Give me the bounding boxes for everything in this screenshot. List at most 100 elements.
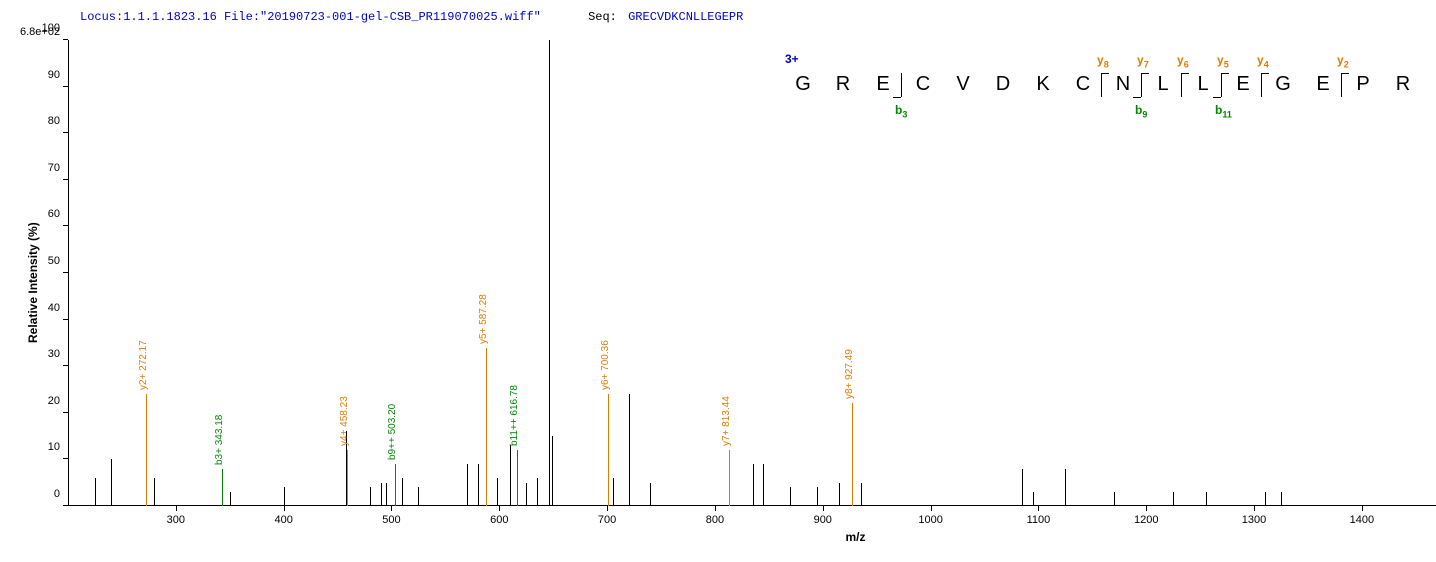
residue-letter: N: [1105, 73, 1145, 96]
x-tick: [823, 506, 824, 511]
y-ion-mark: [1261, 73, 1262, 97]
y-tick-label: 80: [38, 115, 60, 127]
x-tick-label: 1400: [1350, 514, 1374, 526]
y-tick: [63, 365, 68, 366]
spectrum-peak: [222, 469, 223, 506]
peak-label: y4+ 458.23: [339, 396, 350, 446]
b-ion-tick: [1133, 97, 1141, 98]
spectrum-peak: [467, 464, 468, 506]
y-ion-label: y6: [1177, 53, 1189, 69]
x-tick: [1254, 506, 1255, 511]
x-tick: [499, 506, 500, 511]
spectrum-peak: [729, 450, 730, 506]
residue-letter: E: [865, 73, 905, 96]
x-tick-label: 1000: [918, 514, 942, 526]
x-tick: [1038, 506, 1039, 511]
x-tick-label: 700: [598, 514, 616, 526]
spectrum-peak: [549, 40, 550, 506]
spectrum-peak: [517, 450, 518, 506]
spectrum-peak: [497, 478, 498, 506]
y-tick: [63, 132, 68, 133]
b-ion-label: b3: [895, 103, 907, 119]
spectrum-peak: [347, 450, 348, 506]
spectrum-peak: [478, 464, 479, 506]
spectrum-peak: [852, 403, 853, 506]
y-ion-label: y4: [1257, 53, 1269, 69]
residue-letter: G: [1265, 73, 1305, 96]
spectrum-peak: [386, 483, 387, 506]
peak-label: y5+ 587.28: [478, 294, 489, 344]
spectrum-peak: [230, 492, 231, 506]
spectrum-peak: [629, 394, 630, 506]
x-tick-label: 1300: [1242, 514, 1266, 526]
spectrum-peak: [284, 487, 285, 506]
residue-letter: R: [825, 73, 865, 96]
residue-letter: G: [785, 73, 825, 96]
x-tick: [1146, 506, 1147, 511]
y-ion-tick: [1181, 73, 1189, 74]
charge-label: 3+: [785, 52, 799, 66]
peak-label: y7+ 813.44: [721, 396, 732, 446]
spectrum-peak: [650, 483, 651, 506]
x-tick-label: 400: [274, 514, 292, 526]
spectrum-peak: [537, 478, 538, 506]
spectrum-peak: [763, 464, 764, 506]
y-ion-label: y8: [1097, 53, 1109, 69]
y-ion-mark: [1221, 73, 1222, 97]
y-tick-label: 20: [38, 395, 60, 407]
x-tick-label: 900: [814, 514, 832, 526]
y-ion-tick: [1101, 73, 1109, 74]
y-ion-mark: [1181, 73, 1182, 97]
residue-letter: L: [1185, 73, 1225, 96]
b-ion-tick: [1213, 97, 1221, 98]
y-tick-label: 0: [38, 488, 60, 500]
y-tick-label: 70: [38, 162, 60, 174]
spectrum-peak: [526, 483, 527, 506]
spectrum-peak: [486, 348, 487, 506]
x-tick-label: 300: [167, 514, 185, 526]
residue-letter: L: [1145, 73, 1185, 96]
x-tick: [176, 506, 177, 511]
x-tick: [607, 506, 608, 511]
y-tick: [63, 179, 68, 180]
y-ion-tick: [1221, 73, 1229, 74]
b-ion-label: b9: [1135, 103, 1147, 119]
seq-label: Seq:: [588, 10, 617, 24]
spectrum-peak: [381, 483, 382, 506]
x-tick-label: 1200: [1134, 514, 1158, 526]
y-tick-label: 40: [38, 302, 60, 314]
spectrum-peak: [111, 459, 112, 506]
residue-letter: E: [1225, 73, 1265, 96]
spectrum-header: Locus:1.1.1.1823.16 File:"20190723-001-g…: [80, 10, 743, 24]
y-tick: [63, 39, 68, 40]
b-ion-mark: [901, 73, 902, 97]
y-tick: [63, 458, 68, 459]
spectrum-peak: [402, 478, 403, 506]
x-tick: [931, 506, 932, 511]
spectrum-peak: [1206, 492, 1207, 506]
residue-letter: K: [1025, 73, 1065, 96]
x-tick-label: 800: [706, 514, 724, 526]
spectrum-peak: [95, 478, 96, 506]
spectrum-peak: [146, 394, 147, 506]
spectrum-peak: [790, 487, 791, 506]
spectrum-peak: [1033, 492, 1034, 506]
residue-letter: P: [1345, 73, 1385, 96]
y-ion-tick: [1341, 73, 1349, 74]
peak-label: b11++ 616.78: [509, 385, 520, 446]
locus-text: Locus:1.1.1.1823.16 File:"20190723-001-g…: [80, 10, 541, 24]
spectrum-peak: [817, 487, 818, 506]
residue-letter: C: [905, 73, 945, 96]
spectrum-peak: [1265, 492, 1266, 506]
x-tick: [284, 506, 285, 511]
x-axis-label: m/z: [846, 530, 866, 544]
y-ion-tick: [1141, 73, 1149, 74]
y-axis-label: Relative Intensity (%): [26, 222, 40, 343]
residue-letter: C: [1065, 73, 1105, 96]
peak-label: y8+ 927.49: [844, 350, 855, 400]
x-tick: [715, 506, 716, 511]
spectrum-peak: [753, 464, 754, 506]
x-tick: [391, 506, 392, 511]
residue-letter: V: [945, 73, 985, 96]
spectrum-peak: [418, 487, 419, 506]
